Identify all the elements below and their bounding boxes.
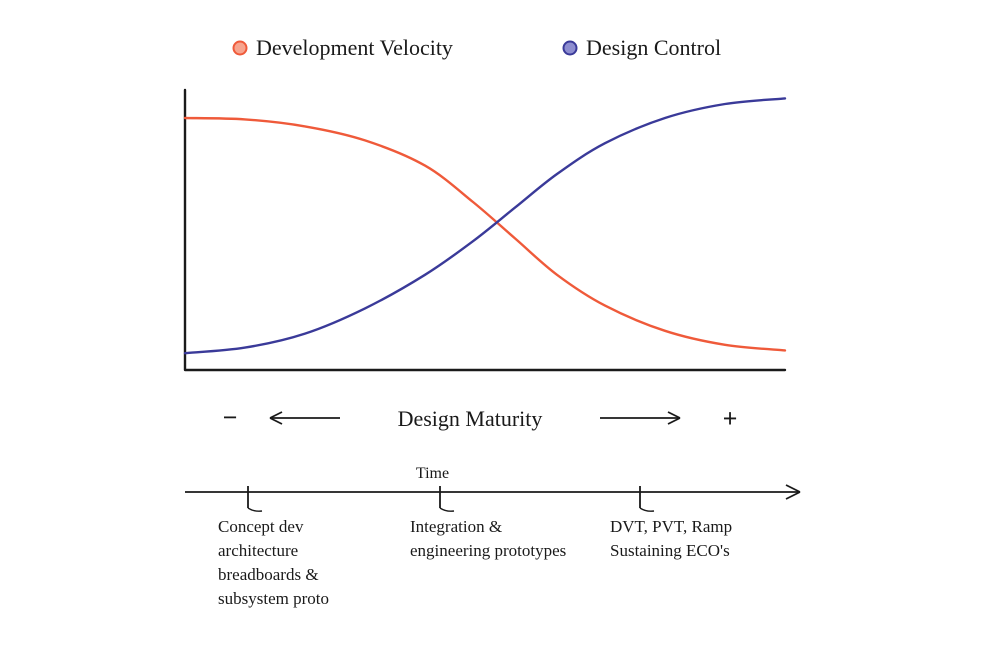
timeline-note: Integration & — [410, 517, 502, 536]
timeline-note: subsystem proto — [218, 589, 329, 608]
timeline-note: architecture — [218, 541, 298, 560]
timeline-note: engineering prototypes — [410, 541, 566, 560]
legend-item-dev_velocity: Development Velocity — [234, 35, 453, 60]
maturity-diagram: Development Velocity Design Control − Desig… — [0, 0, 1000, 648]
legend-label-design_control: Design Control — [586, 35, 721, 60]
x-axis-label: Design Maturity — [398, 406, 543, 431]
legend-marker-dev_velocity — [234, 42, 247, 55]
maturity-minus: − — [223, 403, 238, 432]
legend-item-design_control: Design Control — [564, 35, 722, 60]
timeline-note: DVT, PVT, Ramp — [610, 517, 732, 536]
timeline-note: Sustaining ECO's — [610, 541, 730, 560]
timeline-label: Time — [416, 465, 449, 482]
timeline-note: breadboards & — [218, 565, 319, 584]
timeline-note: Concept dev — [218, 517, 304, 536]
legend-label-dev_velocity: Development Velocity — [256, 35, 453, 60]
maturity-plus: + — [723, 404, 738, 433]
legend-marker-design_control — [564, 42, 577, 55]
